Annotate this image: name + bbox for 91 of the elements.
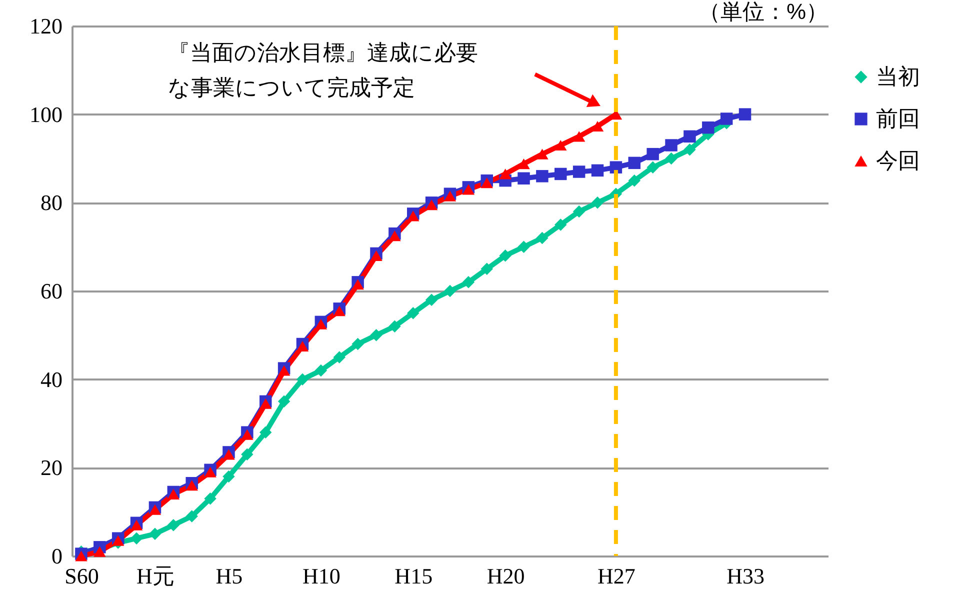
point: [94, 546, 106, 557]
point: [572, 205, 586, 218]
point: [112, 535, 124, 546]
point: [314, 364, 328, 377]
point: [425, 294, 438, 306]
point: [296, 340, 309, 352]
y-tick-label: 20: [40, 455, 62, 480]
point: [444, 284, 456, 298]
point: [222, 470, 235, 483]
point: [407, 210, 420, 222]
y-tick-label: 120: [30, 14, 62, 38]
y-tick-label: 60: [40, 278, 62, 304]
point: [259, 398, 272, 409]
point: [554, 218, 567, 231]
point: [259, 426, 272, 438]
point: [444, 190, 456, 202]
point: [499, 250, 512, 262]
point: [296, 373, 309, 386]
x-tick-label: H27: [598, 564, 636, 588]
point: [204, 492, 216, 505]
point: [684, 130, 696, 143]
point: [388, 230, 401, 242]
point: [646, 148, 659, 160]
point: [204, 466, 216, 478]
point: [370, 329, 382, 342]
x-tick-label: H10: [302, 564, 340, 588]
point: [665, 152, 678, 165]
point: [148, 504, 162, 515]
point: [518, 172, 530, 184]
point: [462, 276, 475, 288]
point: [702, 121, 714, 134]
point: [665, 139, 678, 152]
point: [536, 148, 548, 160]
point: [130, 532, 143, 544]
point: [352, 279, 364, 290]
point: [314, 318, 328, 330]
point: [646, 161, 659, 174]
point: [720, 112, 733, 125]
point: [222, 449, 235, 460]
point: [480, 177, 493, 188]
point: [148, 528, 162, 540]
point: [241, 429, 254, 440]
point: [572, 131, 586, 142]
x-tick-label: H20: [486, 564, 525, 588]
x-tick-label: H5: [216, 564, 243, 588]
point: [628, 174, 641, 187]
point: [352, 338, 364, 350]
x-tick-label: H15: [394, 564, 433, 588]
point: [186, 510, 198, 522]
point: [186, 480, 198, 491]
point: [591, 196, 604, 209]
annotation: 『当面の治水目標』達成に必要な事業について完成予定: [168, 40, 478, 100]
point: [684, 144, 696, 156]
point: [333, 306, 346, 316]
point: [130, 520, 143, 530]
point: [536, 232, 548, 244]
x-tick-label: H元: [136, 564, 174, 588]
point: [333, 351, 346, 364]
point: [167, 518, 180, 532]
y-tick-label: 40: [40, 366, 62, 392]
legend-label: 前回: [876, 106, 920, 131]
legend-label: 当初: [876, 64, 920, 89]
point: [388, 320, 401, 332]
point: [536, 170, 548, 182]
point: [278, 395, 290, 408]
point: [278, 365, 290, 376]
point: [407, 306, 420, 320]
point: [462, 184, 475, 195]
point: [425, 200, 438, 210]
point: [554, 168, 567, 180]
point: [480, 262, 493, 276]
point: [241, 448, 254, 461]
y-tick-label: 100: [30, 102, 62, 127]
point: [554, 140, 567, 151]
point: [518, 240, 530, 253]
point: [518, 158, 530, 170]
legend-label: 今回: [876, 148, 920, 173]
x-tick-label: H33: [726, 564, 764, 588]
point: [738, 108, 752, 120]
point: [628, 156, 641, 170]
point: [591, 164, 604, 177]
point: [610, 161, 622, 174]
point: [499, 168, 512, 180]
point: [75, 550, 88, 562]
x-tick-label: S60: [64, 564, 99, 588]
point: [167, 488, 180, 500]
point: [572, 166, 586, 178]
point: [370, 250, 382, 261]
y-tick-label: 80: [40, 190, 62, 216]
y-tick-label: 0: [52, 544, 62, 568]
text: （単位：%）: [698, 0, 828, 24]
